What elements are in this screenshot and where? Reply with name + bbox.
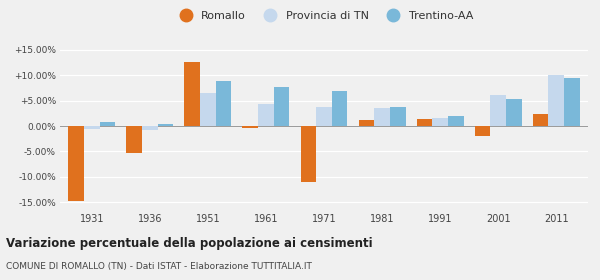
Text: Variazione percentuale della popolazione ai censimenti: Variazione percentuale della popolazione… [6,237,373,249]
Bar [390,107,406,126]
Bar [142,126,158,130]
Bar [506,99,521,126]
Bar [200,94,216,126]
Bar [564,78,580,126]
Bar [316,107,332,126]
Bar [242,126,258,127]
Bar [416,119,432,126]
Bar [475,126,490,136]
Bar [158,125,173,126]
Bar [216,81,232,126]
Bar [359,120,374,126]
Bar [332,91,347,126]
Bar [448,116,464,126]
Bar [548,75,564,126]
Legend: Romallo, Provincia di TN, Trentino-AA: Romallo, Provincia di TN, Trentino-AA [175,11,473,21]
Bar [490,95,506,126]
Bar [258,104,274,126]
Bar [274,87,289,126]
Bar [84,126,100,129]
Bar [184,62,200,126]
Bar [68,126,84,201]
Bar [301,126,316,182]
Bar [432,118,448,126]
Bar [533,114,548,126]
Text: COMUNE DI ROMALLO (TN) - Dati ISTAT - Elaborazione TUTTITALIA.IT: COMUNE DI ROMALLO (TN) - Dati ISTAT - El… [6,262,312,271]
Bar [374,108,390,126]
Bar [100,122,115,126]
Bar [127,126,142,153]
